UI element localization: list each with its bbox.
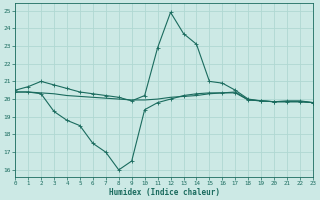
X-axis label: Humidex (Indice chaleur): Humidex (Indice chaleur) — [108, 188, 220, 197]
